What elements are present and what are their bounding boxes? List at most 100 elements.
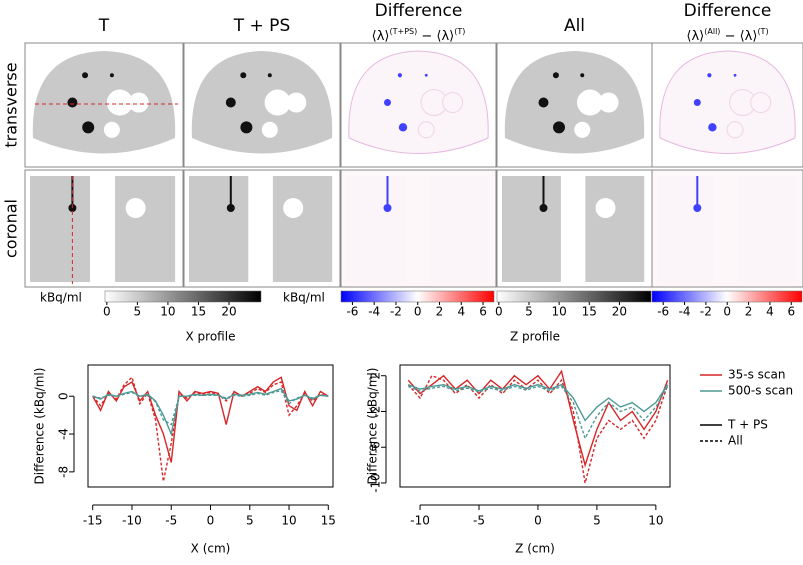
y-tick-label: -2 <box>369 405 383 417</box>
series-line <box>92 376 329 463</box>
cold-sphere <box>595 198 616 218</box>
panel-title: Difference <box>375 1 463 21</box>
hot-sphere <box>424 73 428 77</box>
coronal-right <box>585 176 645 282</box>
formula-sup: (T+PS) <box>389 27 417 36</box>
formula-base: ⟨λ⟩ <box>686 29 704 44</box>
cold-sphere <box>103 121 120 138</box>
hot-sphere <box>82 72 89 79</box>
colorbar-tick-label: 10 <box>160 305 175 319</box>
y-axis-label: Difference (kBq/ml) <box>366 368 380 485</box>
colorbar-tick-label: 10 <box>551 305 566 319</box>
panel-formula: ⟨λ⟩(T+PS) − ⟨λ⟩(T) <box>372 27 466 44</box>
hot-sphere <box>82 121 95 134</box>
coronal-left <box>189 176 249 282</box>
colorbar <box>340 290 495 303</box>
series-line <box>92 387 329 437</box>
y-tick-label: -6 <box>369 441 383 453</box>
colorbar-tick-label: 15 <box>191 305 206 319</box>
hot-sphere <box>383 204 392 212</box>
series-line <box>407 369 669 468</box>
colorbar-tick-label: -2 <box>390 305 402 319</box>
colorbar-tick-label: -6 <box>657 305 669 319</box>
colorbar-tick-label: 0 <box>103 305 111 319</box>
coronal-right <box>115 176 176 282</box>
colorbar-tick-label: -4 <box>368 305 380 319</box>
panel-title: All <box>564 16 585 36</box>
coronal-right <box>738 176 796 282</box>
formula-sup: (T) <box>757 27 768 36</box>
x-tick-label: 5 <box>246 514 254 528</box>
cold-sphere <box>750 92 772 114</box>
colorbar-tick-label: 2 <box>436 305 444 319</box>
colorbar-tick-label: 0 <box>495 305 503 319</box>
hot-sphere <box>225 97 236 108</box>
y-tick-label: -10 <box>369 473 383 493</box>
x-axis-label: X (cm) <box>191 542 231 556</box>
colorbar-tick-label: 5 <box>134 305 142 319</box>
plot-box <box>399 364 671 488</box>
formula-sup: (T) <box>454 27 465 36</box>
colorbar-tick-label: -2 <box>700 305 712 319</box>
coronal-right <box>429 176 489 282</box>
phantom <box>348 50 489 154</box>
x-tick-label: -5 <box>473 514 485 528</box>
cold-sphere <box>264 89 291 116</box>
x-tick-label: -5 <box>165 514 177 528</box>
phantom <box>504 51 645 154</box>
legend-label: T + PS <box>727 418 768 432</box>
colorbar <box>104 290 262 303</box>
formula-sup: (All) <box>704 27 720 36</box>
x-axis-label: Z (cm) <box>515 542 555 556</box>
x-tick-label: 5 <box>593 514 601 528</box>
coronal-left <box>30 176 91 282</box>
coronal-left <box>502 176 561 282</box>
x-tick-label: -15 <box>83 514 103 528</box>
formula-base: − ⟨λ⟩ <box>720 29 757 44</box>
y-tick-label: 0 <box>57 392 71 400</box>
hot-sphere <box>397 73 402 78</box>
cold-sphere <box>286 92 307 113</box>
hot-sphere <box>109 73 114 78</box>
cold-sphere <box>128 92 149 113</box>
y-tick-label: 2 <box>369 372 383 380</box>
plot-box <box>87 364 334 488</box>
panel-title: Difference <box>684 1 772 21</box>
colorbar-tick-label: 20 <box>221 305 236 319</box>
legend-label: All <box>728 434 743 448</box>
series-line <box>408 385 669 441</box>
panel-title: T <box>98 16 110 36</box>
panel-title: T + PS <box>233 16 290 36</box>
cold-sphere <box>598 92 619 113</box>
hot-sphere <box>552 72 559 79</box>
colorbar <box>496 290 652 303</box>
colorbar-tick-label: 4 <box>457 305 465 319</box>
colorbar-tick-label: 15 <box>582 305 597 319</box>
series-line <box>407 374 669 484</box>
y-axis-label: Difference (kBq/ml) <box>33 368 47 485</box>
phantom <box>191 51 333 154</box>
colorbar-tick-label: 0 <box>723 305 731 319</box>
coronal-right <box>272 176 333 282</box>
hot-sphere <box>553 121 565 134</box>
y-tick-label: -8 <box>57 466 71 478</box>
cold-sphere <box>125 198 146 218</box>
row-label: transverse <box>2 62 21 147</box>
cold-sphere <box>747 198 768 218</box>
x-tick-label: 0 <box>207 514 215 528</box>
hot-sphere <box>240 72 247 79</box>
colorbar-tick-label: 5 <box>525 305 533 319</box>
row-label: coronal <box>2 199 21 258</box>
colorbar-tick-label: -6 <box>346 305 358 319</box>
hot-sphere <box>707 73 712 78</box>
colorbar <box>651 290 803 303</box>
cold-sphere <box>283 198 304 218</box>
hot-sphere <box>240 121 253 134</box>
legend-label: 500-s scan <box>728 384 793 398</box>
cold-sphere <box>261 121 278 138</box>
colorbar-tick-label: -4 <box>679 305 691 319</box>
chart-title: X profile <box>186 330 236 344</box>
hot-sphere <box>708 123 717 132</box>
hot-sphere <box>226 204 235 212</box>
